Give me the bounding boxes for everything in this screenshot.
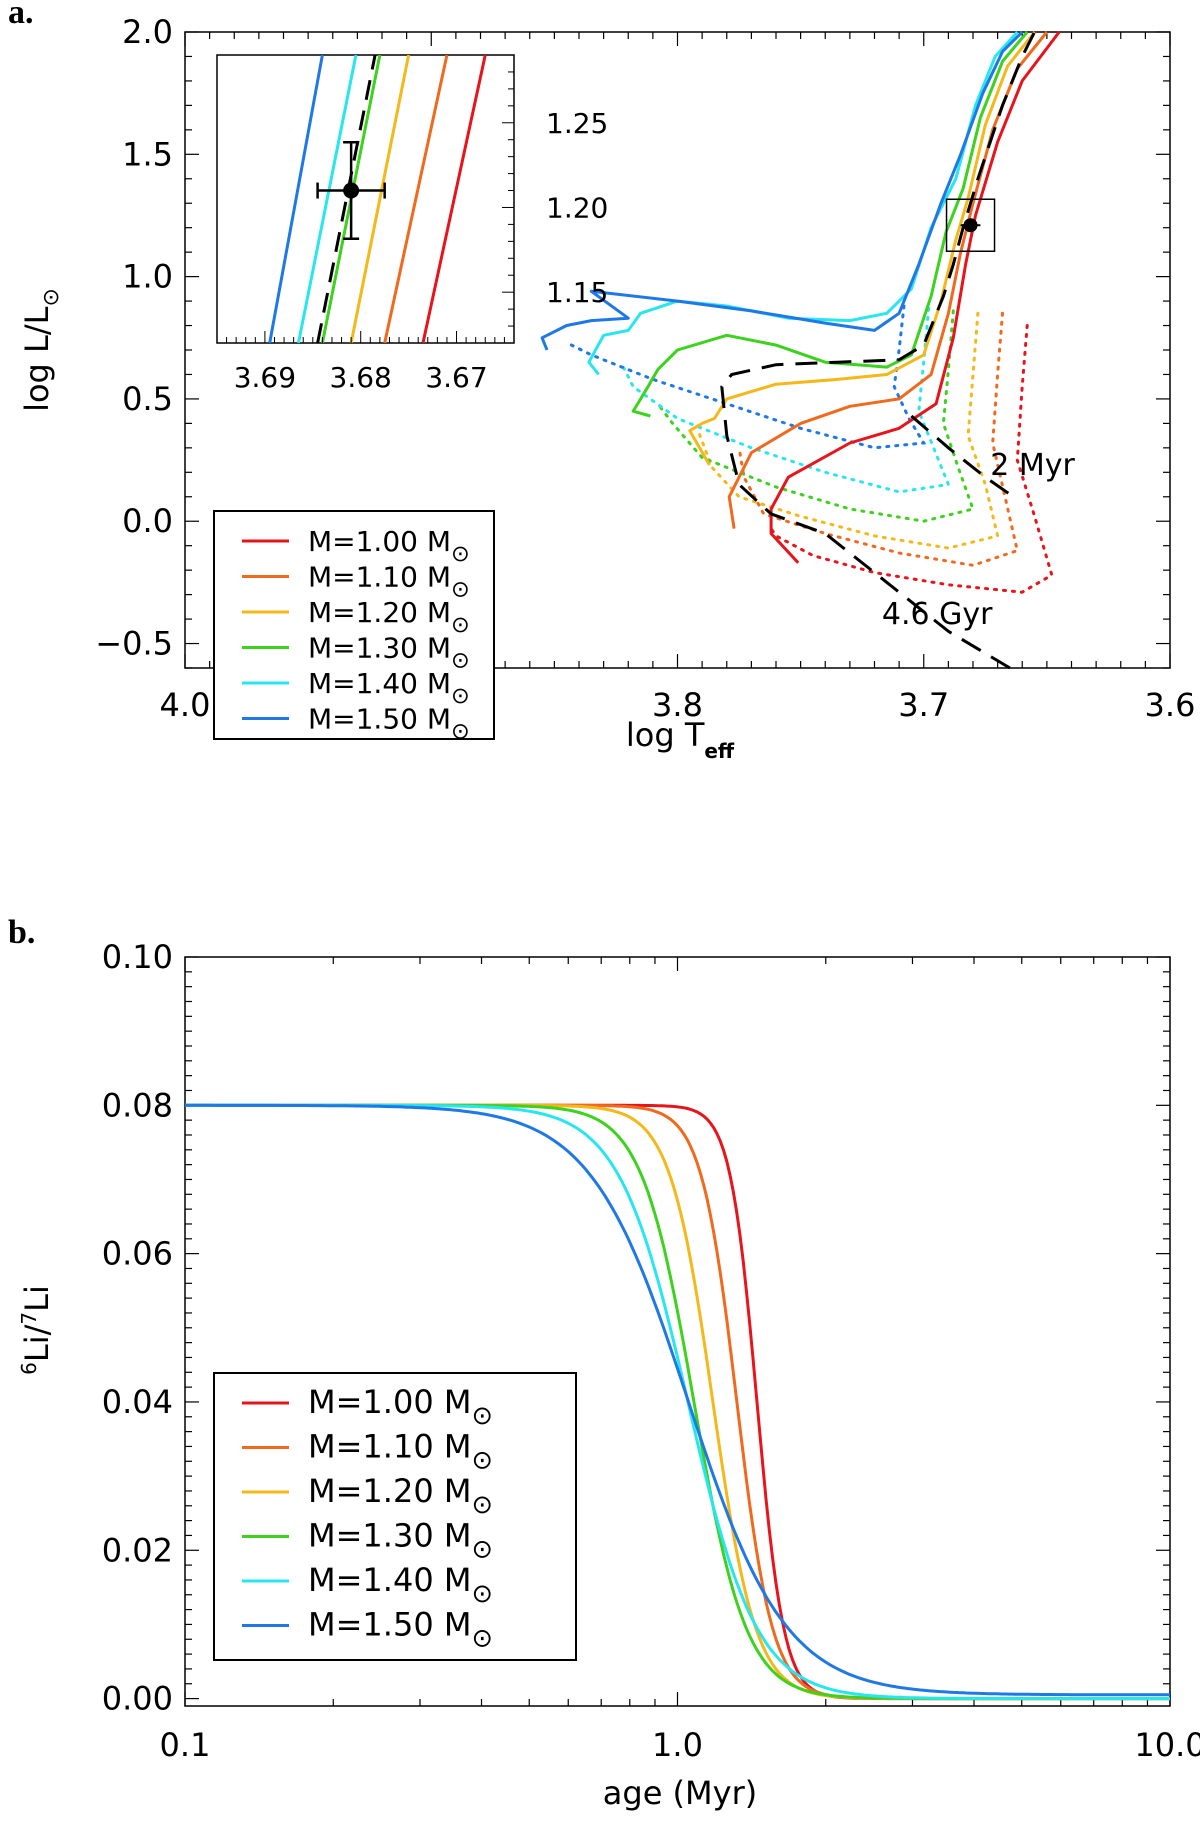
x-tick-label-a: 3.7 xyxy=(898,686,949,724)
panel-b-label: b. xyxy=(8,914,36,951)
legend-b: M=1.00 M⊙M=1.10 M⊙M=1.20 M⊙M=1.30 M⊙M=1.… xyxy=(213,1372,577,1661)
zoom-box xyxy=(945,198,996,252)
pms-dotted-tracks xyxy=(565,304,1054,594)
evolution-tracks xyxy=(540,30,1061,564)
legend-sun-symbol: ⊙ xyxy=(451,576,470,602)
inset-x-tick-label: 3.67 xyxy=(425,361,487,394)
legend-frame xyxy=(213,510,495,740)
legend-frame xyxy=(213,1372,577,1661)
legend-sun-symbol: ⊙ xyxy=(471,1490,492,1520)
inset-x-tick-label: 3.69 xyxy=(234,361,296,394)
inset-y-tick-label: 1.15 xyxy=(546,276,608,309)
pms-dotted-m100 xyxy=(769,324,1054,594)
legend-sun-symbol: ⊙ xyxy=(471,1446,492,1476)
xlabel-a-sub: eff xyxy=(704,739,735,763)
inset-y-tick-label: 1.20 xyxy=(546,191,608,224)
observed-star xyxy=(945,198,996,252)
x-tick-label-b: 10.0 xyxy=(1134,1726,1200,1764)
y-tick-label-a: 0.5 xyxy=(122,380,173,418)
track-m150 xyxy=(540,30,1024,351)
legend-a: M=1.00 M⊙M=1.10 M⊙M=1.20 M⊙M=1.30 M⊙M=1.… xyxy=(213,510,495,744)
ylabel-b-mid: Li/ xyxy=(18,1324,56,1362)
lithium-curve-m150 xyxy=(185,1103,1170,1697)
isochrone-2myr-label: 2 Myr xyxy=(990,448,1075,483)
xlabel-a-main: log T xyxy=(626,716,705,754)
legend-sun-symbol: ⊙ xyxy=(451,541,470,567)
hr-diagram-panel: 4.03.93.83.73.62.01.51.00.50.0−0.5 2 Myr… xyxy=(18,13,1195,763)
ylabel-b-sup1: 6 xyxy=(17,1362,41,1375)
isochrone-46gyr xyxy=(720,31,1036,670)
inset-line-m110 xyxy=(383,55,449,343)
legend-sun-symbol: ⊙ xyxy=(451,612,470,638)
legend-sun-symbol: ⊙ xyxy=(471,1535,492,1565)
x-axis-label-a: log Teff xyxy=(626,716,735,763)
pms-dotted-m110 xyxy=(737,311,1020,567)
y-tick-label-a: 2.0 xyxy=(122,13,173,51)
inset-line-m140 xyxy=(296,55,358,343)
x-axis-label-b: age (Myr) xyxy=(603,1774,757,1812)
pms-dotted-m130 xyxy=(656,309,975,523)
y-tick-label-a: 0.0 xyxy=(122,502,173,540)
y-tick-label-a: −0.5 xyxy=(95,625,173,663)
x-tick-label-b: 1.0 xyxy=(652,1726,703,1764)
ylabel-a-main: log L/L xyxy=(18,306,56,412)
ylabel-b-sup2: 7 xyxy=(17,1312,41,1325)
y-tick-label-b: 0.00 xyxy=(102,1680,173,1718)
inset-line-m100 xyxy=(421,55,487,343)
x-tick-label-a: 3.8 xyxy=(652,686,703,724)
inset-y-tick-label: 1.25 xyxy=(546,107,608,140)
legend-sun-symbol: ⊙ xyxy=(471,1401,492,1431)
isochrone-2myr xyxy=(910,414,1011,496)
inset-frame xyxy=(216,54,515,344)
legend-sun-symbol: ⊙ xyxy=(451,683,470,709)
y-axis-label-b: 6Li/7Li xyxy=(17,1285,56,1375)
legend-sun-symbol: ⊙ xyxy=(471,1624,492,1654)
isochrone-46gyr-label: 4.6 Gyr xyxy=(882,597,993,632)
y-tick-label-a: 1.0 xyxy=(122,258,173,296)
inset-line-m150 xyxy=(268,55,324,343)
track-m110 xyxy=(727,31,1049,529)
legend-sun-symbol: ⊙ xyxy=(451,647,470,673)
ylabel-a-sub: ⊙ xyxy=(39,288,64,306)
lithium-ratio-panel: 0.1 1.0 10.0 0.10 0.08 0.06 0.04 0.02 0.00 M=1.0… xyxy=(17,938,1200,1812)
y-axis-label-a: log L/L⊙ xyxy=(18,288,64,412)
y-tick-label-a: 1.5 xyxy=(122,135,173,173)
inset-line-m120 xyxy=(349,55,411,343)
ylabel-b-end: Li xyxy=(18,1285,56,1312)
lithium-curves xyxy=(185,1103,1170,1701)
y-tick-label-b: 0.02 xyxy=(102,1531,173,1569)
panel-a-label: a. xyxy=(8,0,34,31)
legend-sun-symbol: ⊙ xyxy=(471,1579,492,1609)
inset-x-tick-label: 3.68 xyxy=(330,361,392,394)
star-point xyxy=(963,218,978,233)
track-m100 xyxy=(769,31,1061,564)
inset-line-isochrone xyxy=(316,55,377,343)
track-m120 xyxy=(688,31,1036,466)
y-tick-label-b: 0.08 xyxy=(102,1086,173,1124)
y-tick-label-b: 0.06 xyxy=(102,1235,173,1273)
inset-zoom: 3.69 3.68 3.67 1.25 1.20 1.15 xyxy=(216,54,608,394)
pms-dotted-m120 xyxy=(695,311,1000,550)
x-tick-label-a: 3.6 xyxy=(1145,686,1196,724)
track-m130 xyxy=(631,31,1029,418)
x-tick-label-a: 4.0 xyxy=(160,686,211,724)
y-tick-label-b: 0.04 xyxy=(102,1383,173,1421)
legend-sun-symbol: ⊙ xyxy=(451,718,470,744)
inset-star-point xyxy=(343,182,360,199)
lithium-axes: 0.1 1.0 10.0 0.10 0.08 0.06 0.04 0.02 0.00 xyxy=(102,938,1200,1764)
x-tick-label-b: 0.1 xyxy=(160,1726,211,1764)
inset-lines xyxy=(268,55,487,343)
y-tick-label-b: 0.10 xyxy=(102,938,173,976)
isochrones xyxy=(720,31,1036,670)
